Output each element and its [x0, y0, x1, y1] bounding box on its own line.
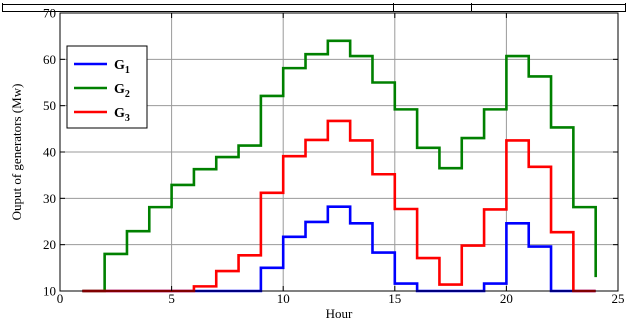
y-tick-label: 70 — [43, 6, 56, 21]
top-table-rule-graphic — [2, 3, 626, 12]
legend-label-subscript: 2 — [125, 89, 130, 100]
y-tick-label: 30 — [43, 191, 56, 206]
legend-label-main: G — [114, 58, 125, 73]
y-tick-label: 60 — [43, 52, 56, 67]
tick-marks — [59, 12, 619, 292]
series-layer — [82, 39, 597, 293]
legend-label-main: G — [114, 106, 125, 121]
x-tick-label: 25 — [612, 291, 625, 306]
x-tick-label: 10 — [277, 291, 290, 306]
series-g3-line — [82, 119, 596, 293]
y-tick-label: 50 — [43, 98, 56, 113]
x-tick-label: 5 — [168, 291, 175, 306]
x-tick-label: 20 — [500, 291, 513, 306]
legend-label-subscript: 1 — [125, 65, 130, 76]
legend-label-g2: G2 — [114, 82, 130, 100]
y-axis-label: Ouput of generators (Mw) — [9, 84, 24, 221]
x-axis-label: Hour — [326, 306, 353, 321]
legend-label-g1: G1 — [114, 58, 130, 76]
legend-label-main: G — [114, 82, 125, 97]
series-g2-line — [82, 39, 597, 293]
y-tick-label: 20 — [43, 237, 56, 252]
top-table-rule — [0, 0, 628, 12]
legend-label-subscript: 3 — [125, 113, 130, 124]
x-tick-label: 15 — [388, 291, 401, 306]
legend-label-g3: G3 — [114, 106, 130, 124]
y-tick-label: 10 — [43, 284, 56, 299]
series-g1-line — [82, 205, 596, 293]
y-tick-label: 40 — [43, 145, 56, 160]
x-tick-label: 0 — [57, 291, 64, 306]
tick-labels: 0 5 10 15 20 25 10 20 30 40 50 60 70 — [43, 6, 625, 307]
